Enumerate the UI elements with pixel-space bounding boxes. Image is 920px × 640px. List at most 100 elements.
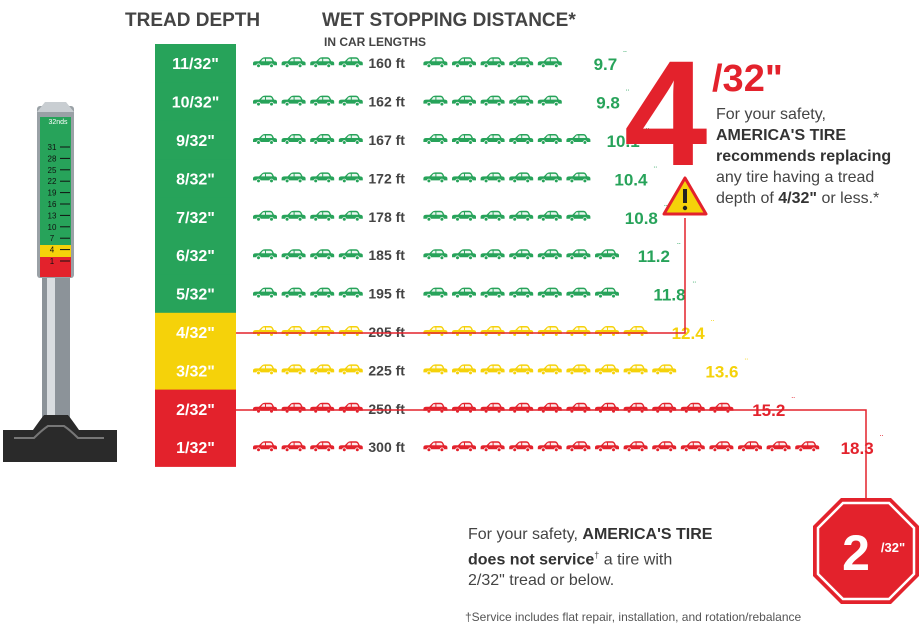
car-icon <box>253 364 277 376</box>
car-icon <box>537 326 562 337</box>
footnote-mark: ¨ <box>677 242 680 253</box>
car-icon <box>310 326 335 337</box>
callout-2-text: For your safety, AMERICA'S TIRE does not… <box>468 524 798 591</box>
car-icon <box>253 57 277 68</box>
gauge-top-label: 32nds <box>48 119 68 126</box>
footnote-mark: ¨ <box>880 434 883 445</box>
car-icon <box>766 441 791 452</box>
car-icon <box>253 326 277 337</box>
feet-label: 160 ft <box>368 55 405 71</box>
car-icon <box>338 134 363 145</box>
car-icon <box>652 402 677 414</box>
car-icon <box>595 364 619 376</box>
callout-4-small: /32" <box>712 58 783 100</box>
car-icon <box>680 441 705 452</box>
car-icon <box>338 364 363 376</box>
footnote-mark: ¨ <box>792 396 795 407</box>
stop-sign-small: /32" <box>881 540 905 555</box>
car-icon <box>595 249 619 260</box>
car-icon-partial <box>680 364 696 376</box>
car-icon <box>310 57 335 68</box>
footnote-mark: ¨ <box>693 281 696 292</box>
car-icon <box>566 326 591 337</box>
car-icon <box>338 441 363 452</box>
distance-row: 250 ft 15.2 ¨ <box>253 396 795 420</box>
car-icon <box>480 441 505 452</box>
car-icon <box>281 210 306 222</box>
depth-cell-yellow <box>155 312 236 352</box>
car-length-value: 11.2 <box>638 247 670 266</box>
car-icon <box>566 210 591 222</box>
car-icon <box>310 172 335 184</box>
car-icon <box>423 364 448 376</box>
car-icon <box>281 402 306 414</box>
footnote-mark: ¨ <box>646 127 649 138</box>
depth-label: 5/32" <box>176 287 215 304</box>
gauge-yellow-band <box>40 245 71 257</box>
car-icon <box>566 402 591 414</box>
car-icon <box>537 287 562 299</box>
car-icon <box>566 441 591 452</box>
wet-stopping-header: WET STOPPING DISTANCE* <box>322 10 576 31</box>
car-icon <box>509 134 534 145</box>
car-icon <box>509 57 534 68</box>
gauge-shaft <box>42 268 70 428</box>
feet-label: 178 ft <box>368 209 405 225</box>
depth-label: 10/32" <box>172 95 220 112</box>
car-icon <box>566 134 591 145</box>
depth-cell-red <box>155 389 236 429</box>
car-icon <box>281 364 306 376</box>
car-length-value: 10.8 <box>625 209 658 228</box>
gauge-number: 19 <box>48 189 57 198</box>
car-icon <box>566 364 591 376</box>
car-icon <box>480 210 505 222</box>
depth-label: 1/32" <box>176 440 215 457</box>
car-icon <box>423 95 448 107</box>
car-icon <box>253 287 277 299</box>
car-icon <box>253 210 277 222</box>
car-icon <box>509 287 534 299</box>
feet-label: 172 ft <box>368 170 405 186</box>
distance-row: 172 ft 10.4 ¨ <box>253 165 657 189</box>
tread-gauge: 32nds 31 28 25 22 19 16 13 10 7 4 1 <box>3 102 117 462</box>
car-icon <box>509 210 534 222</box>
car-icon <box>310 287 335 299</box>
car-icon-partial <box>566 57 584 68</box>
car-icon <box>310 441 335 452</box>
car-icon <box>310 134 335 145</box>
car-icon <box>509 95 534 107</box>
car-icon <box>623 441 648 452</box>
car-icon <box>253 172 277 184</box>
car-icon <box>452 57 476 68</box>
connector-2-32 <box>236 409 867 505</box>
connector-4-32 <box>236 218 686 334</box>
car-icon <box>509 326 534 337</box>
depth-cell-green <box>155 120 236 160</box>
car-length-value: 18.3 <box>841 439 874 458</box>
car-icon <box>338 57 363 68</box>
depth-label: 11/32" <box>172 56 219 73</box>
distance-row: 185 ft 11.2 ¨ <box>253 242 681 266</box>
tread-depth-header: TREAD DEPTH <box>125 10 261 31</box>
feet-label: 167 ft <box>368 132 405 148</box>
car-icon <box>452 364 476 376</box>
distance-row: 225 ft 13.6 ¨ <box>253 357 748 381</box>
feet-label: 205 ft <box>368 324 405 340</box>
car-icon <box>253 249 277 260</box>
distance-row: 205 ft 12.4 ¨ <box>253 319 714 343</box>
car-icon <box>509 172 534 184</box>
car-icon <box>338 249 363 260</box>
car-icon <box>310 364 335 376</box>
car-icon <box>480 57 505 68</box>
depth-label: 9/32" <box>176 133 215 150</box>
footnote-mark: ¨ <box>654 165 657 176</box>
car-length-value: 10.4 <box>614 170 648 189</box>
car-icon <box>537 364 562 376</box>
car-icon <box>509 441 534 452</box>
car-icon <box>253 134 277 145</box>
depth-label: 7/32" <box>176 210 215 227</box>
depth-cell-yellow <box>155 351 236 391</box>
depth-cell-red <box>155 428 236 467</box>
car-icon <box>452 210 476 222</box>
depth-label: 6/32" <box>176 248 215 265</box>
